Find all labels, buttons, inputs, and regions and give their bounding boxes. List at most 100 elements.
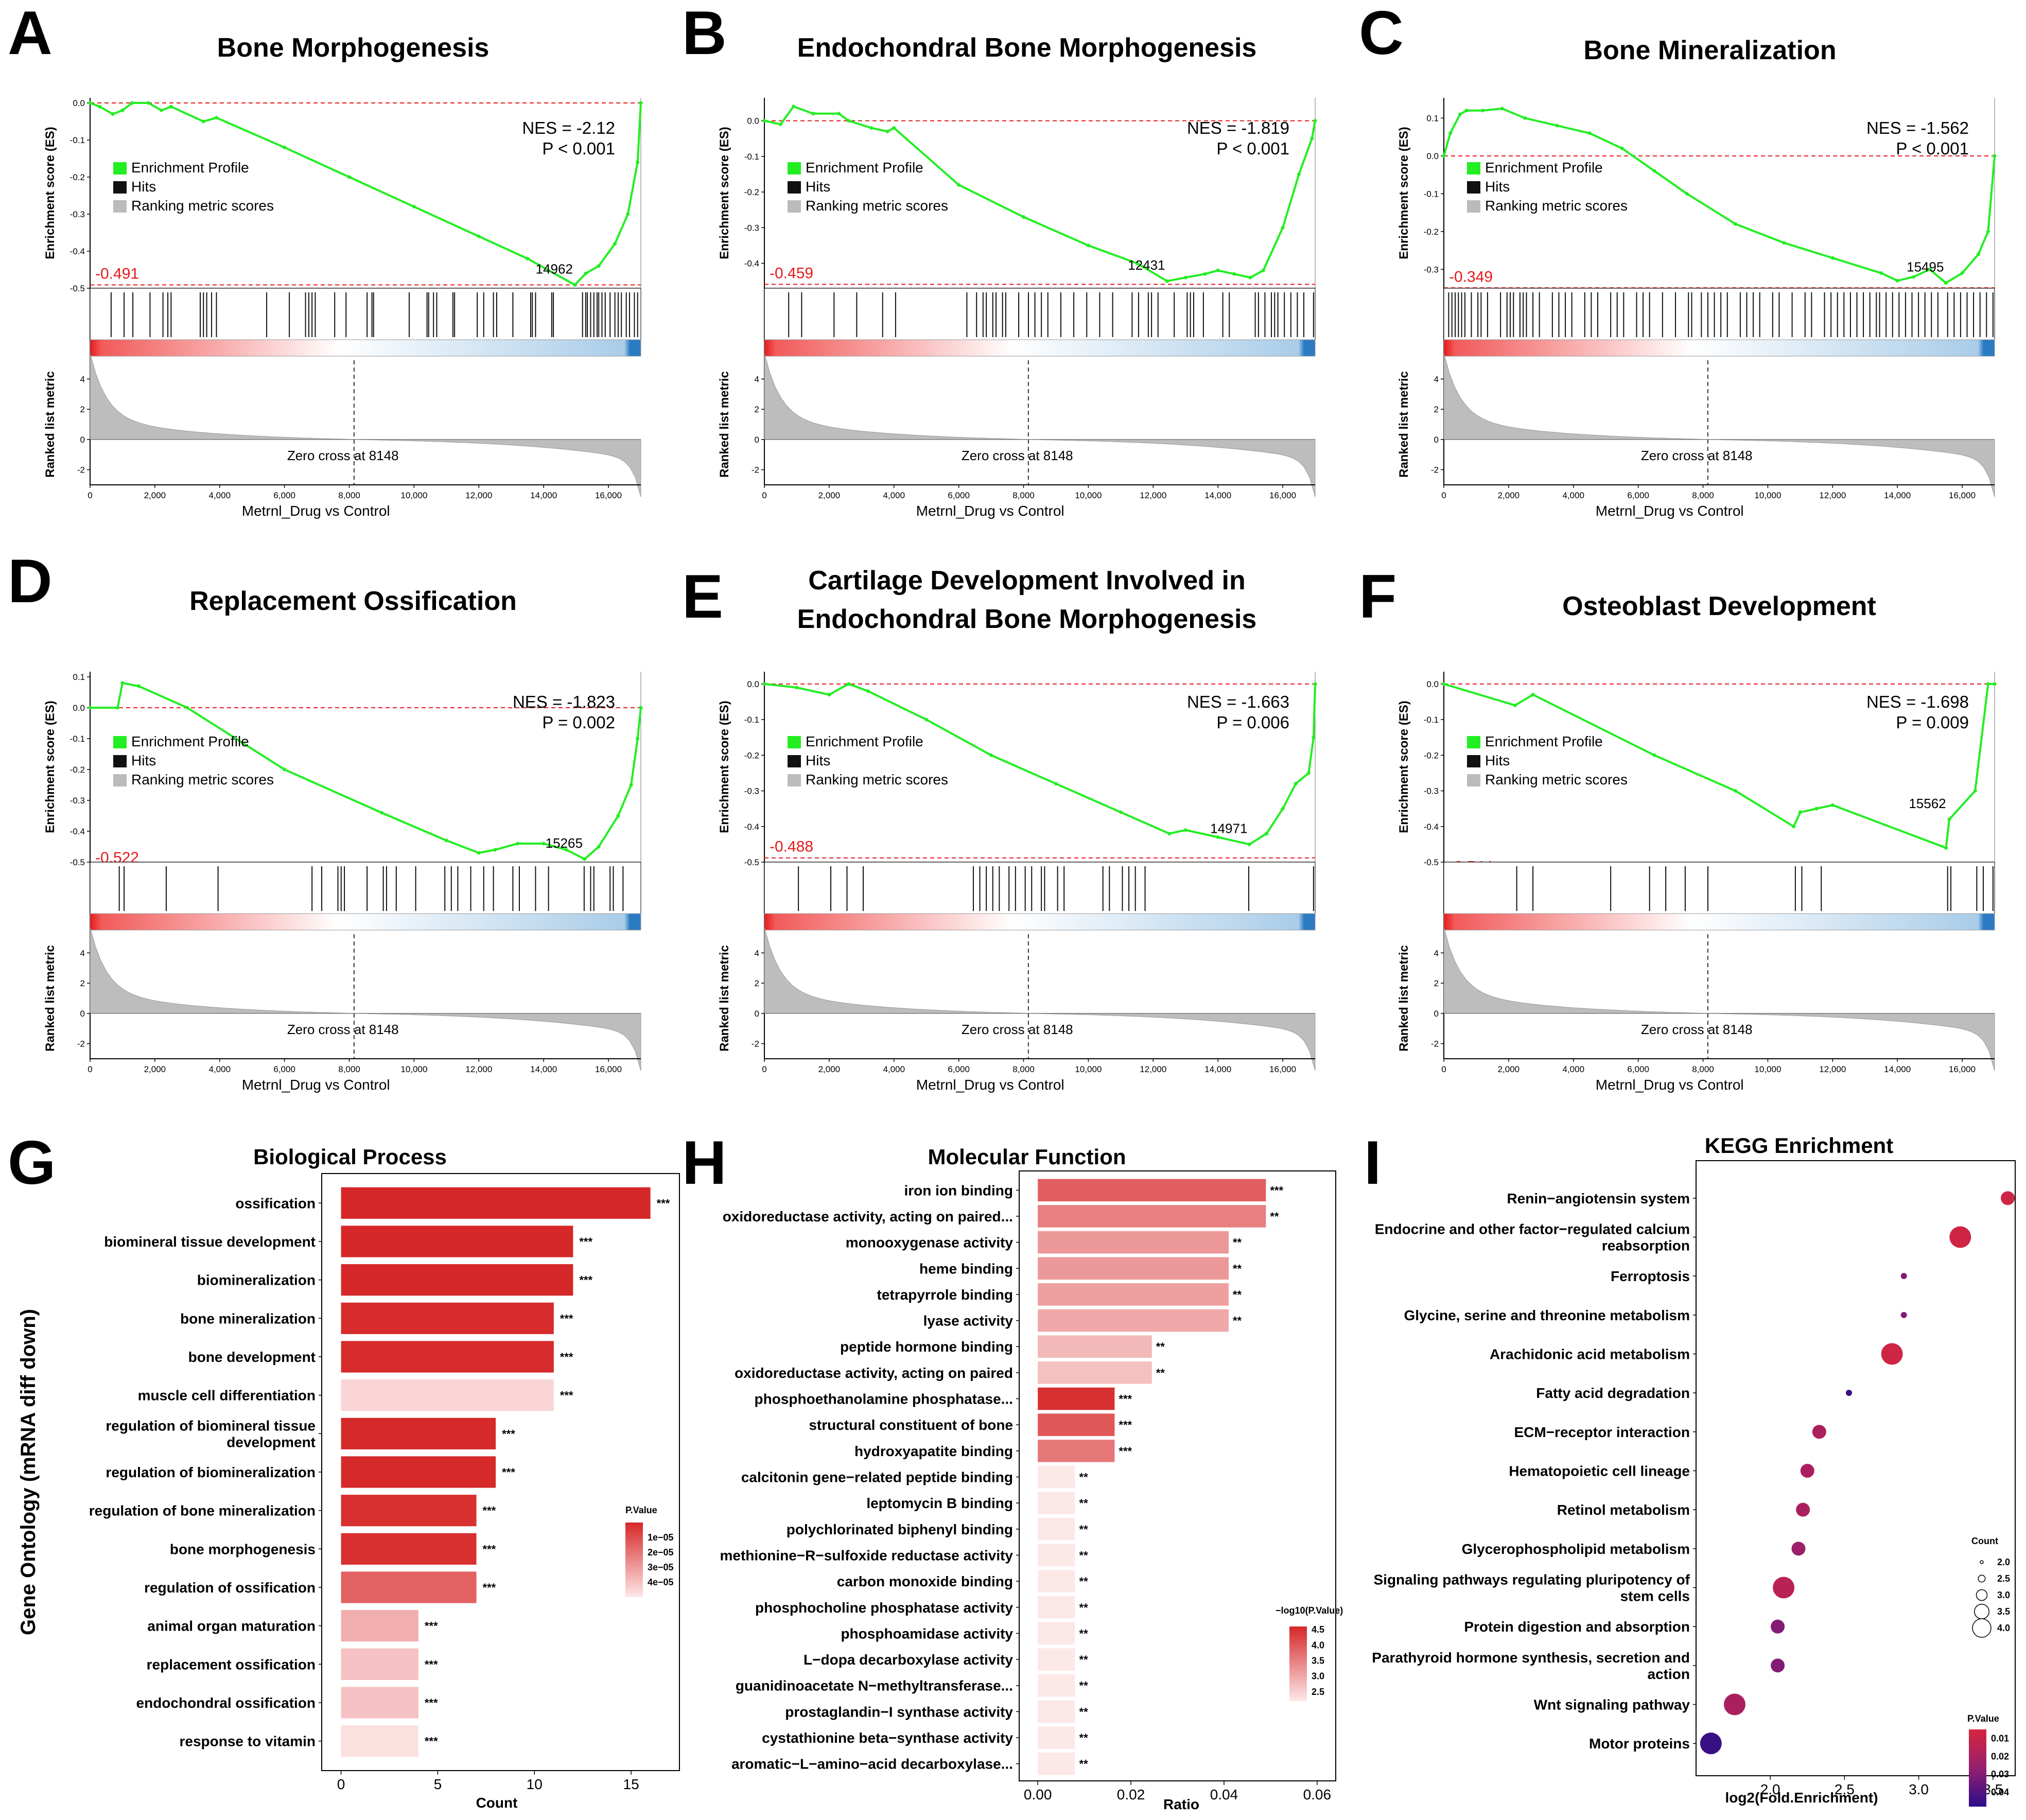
enrichment-point <box>1086 243 1090 248</box>
enrichment-point <box>1523 116 1527 120</box>
enrichment-point <box>116 706 119 710</box>
enrichment-point <box>629 783 633 787</box>
panel-label-h: H <box>682 1128 727 1197</box>
category-label: ECM−receptor interaction <box>1514 1424 1690 1440</box>
legend-ranking-metric-swatch <box>1467 200 1480 213</box>
bar <box>1038 1648 1075 1671</box>
size-legend-label: 3.5 <box>1997 1606 2010 1617</box>
enrichment-point <box>584 271 588 275</box>
category-label: phosphoethanolamine phosphatase... <box>755 1391 1014 1407</box>
p-value: P < 0.001 <box>1216 139 1289 158</box>
legend-ranking-metric-swatch <box>113 200 127 213</box>
hits-frame <box>764 288 1316 340</box>
xtick-label: 0 <box>762 491 766 500</box>
enrichment-point <box>1448 131 1453 135</box>
rank-axis-label: Ranked list metric <box>718 371 731 478</box>
hits-frame <box>90 862 641 914</box>
peak-rank-label: 15562 <box>1909 796 1946 811</box>
category-label: tetrapyrrole binding <box>877 1287 1013 1303</box>
x-axis-label: Metrnl_Drug vs Control <box>916 503 1064 519</box>
colorbar-tick-label: 3.0 <box>1312 1671 1324 1682</box>
enrichment-point <box>869 126 874 130</box>
category-label: Wnt signaling pathway <box>1534 1697 1690 1713</box>
category-label: phosphoamidase activity <box>841 1625 1013 1641</box>
gsea-panel-e: Cartilage Development Involved in Endocho… <box>718 566 1317 1093</box>
es-ytick-label: 0.0 <box>73 98 85 108</box>
legend-hits-swatch <box>788 755 801 767</box>
xtick-label: 8,000 <box>338 491 360 500</box>
rank-ytick-label: 0 <box>755 435 759 445</box>
gsea-panel-a: Bone Morphogenesis 0.0 -0.1 -0.2 -0.3 -0.4 -0.… <box>43 33 643 519</box>
enrichment-point <box>1993 154 1997 158</box>
bar <box>1038 1257 1229 1280</box>
bar <box>1038 1544 1075 1567</box>
legend-hits: Hits <box>1485 179 1510 195</box>
xtick-label: 2,000 <box>818 1064 841 1074</box>
xtick-label: 8,000 <box>338 1064 360 1074</box>
enrichment-point <box>1281 807 1285 811</box>
enrichment-point <box>1310 136 1314 141</box>
rank-ytick-label: 4 <box>80 948 85 958</box>
rank-axis-label: Ranked list metric <box>1397 945 1411 1052</box>
rank-ytick-label: 4 <box>1434 374 1439 384</box>
ranking-gradient-bar <box>1443 339 1995 357</box>
legend-enrichment-profile: Enrichment Profile <box>131 160 249 176</box>
category-label: Glycine, serine and threonine metabolism <box>1404 1307 1690 1323</box>
enrichment-point <box>214 116 218 120</box>
significance-label: *** <box>560 1389 573 1402</box>
enrichment-profile-line <box>1443 682 1995 850</box>
legend-hits: Hits <box>806 179 830 195</box>
bar <box>341 1187 651 1219</box>
category-label: Fatty acid degradation <box>1536 1385 1690 1401</box>
ranked-metric-area <box>764 927 1316 1071</box>
zero-cross-label: Zero cross at 8148 <box>1641 448 1753 463</box>
enrichment-point <box>444 838 448 843</box>
category-label: Arachidonic acid metabolism <box>1490 1346 1690 1362</box>
enrichment-point <box>1261 268 1265 272</box>
colorbar-tick-label: 2e−05 <box>648 1547 674 1557</box>
nes-value: NES = -1.698 <box>1866 692 1969 711</box>
enrichment-point <box>1458 112 1462 116</box>
enrichment-point <box>1912 275 1916 279</box>
es-axis-label: Enrichment score (ES) <box>1397 701 1411 833</box>
es-ytick-label: -0.3 <box>1424 265 1439 274</box>
min-es-label: -0.459 <box>770 265 813 282</box>
significance-label: ** <box>1079 1601 1089 1614</box>
enrichment-point <box>1652 753 1656 757</box>
bar <box>341 1456 496 1488</box>
es-ytick-label: -0.3 <box>744 786 759 796</box>
significance-label: ** <box>1156 1367 1165 1379</box>
significance-label: *** <box>502 1427 515 1440</box>
gsea-panel-d: Replacement Ossification 0.1 0.0 -0.1 -0.2 -0… <box>43 586 643 1093</box>
x-axis-label: Metrnl_Drug vs Control <box>916 1077 1064 1093</box>
xtick-label: 2,000 <box>144 1064 166 1074</box>
enrichment-point <box>564 848 568 852</box>
dot <box>1723 1693 1745 1716</box>
dot <box>1881 1343 1903 1365</box>
enrichment-point <box>1119 810 1123 814</box>
es-axis-label: Enrichment score (ES) <box>43 127 57 259</box>
panel-title-a: Bone Morphogenesis <box>217 33 490 63</box>
dot <box>1773 1577 1795 1599</box>
colorbar <box>625 1522 643 1597</box>
ranked-metric-area <box>90 927 641 1071</box>
xtick-label: 10,000 <box>1754 491 1781 500</box>
category-label: Ferroptosis <box>1611 1268 1690 1284</box>
enrichment-point <box>1054 782 1058 786</box>
category-label: peptide hormone binding <box>840 1339 1013 1355</box>
es-ytick-label: 0.1 <box>1426 113 1439 123</box>
xtick-label: 0 <box>88 491 92 500</box>
enrichment-point <box>1513 703 1517 707</box>
enrichment-point <box>1232 272 1236 276</box>
enrichment-point <box>1960 271 1964 275</box>
category-label: guanidinoacetate N−methyltransferase... <box>736 1678 1013 1694</box>
significance-label: *** <box>425 1696 438 1709</box>
enrichment-profile-line <box>1443 107 1996 285</box>
es-ytick-label: 0.0 <box>747 679 759 689</box>
enrichment-point <box>1312 736 1316 740</box>
peak-rank-label: 14962 <box>536 261 573 277</box>
legend-enrichment-profile-swatch <box>113 162 127 174</box>
dot <box>1791 1542 1806 1556</box>
significance-label: *** <box>579 1274 592 1287</box>
category-label: stem cells <box>1620 1588 1690 1604</box>
